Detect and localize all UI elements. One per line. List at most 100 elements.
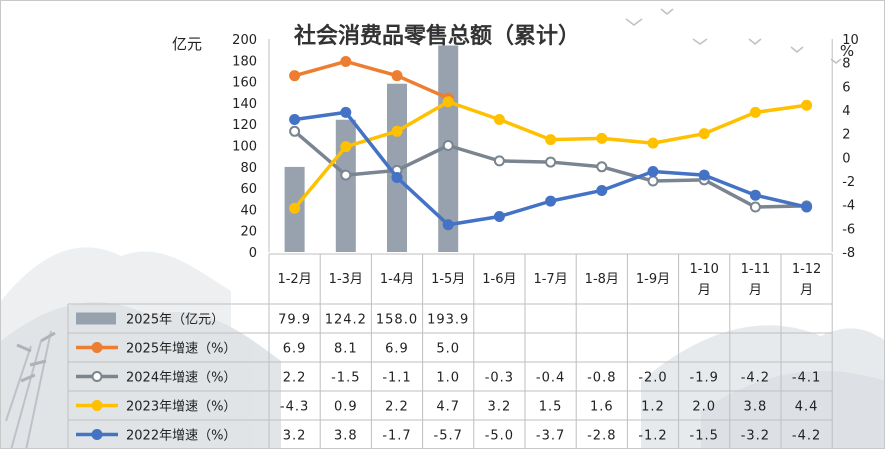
data-point bbox=[340, 141, 352, 153]
data-label: 4.7 bbox=[436, 400, 460, 415]
data-label: -3.7 bbox=[536, 429, 565, 444]
series-line bbox=[294, 59, 449, 100]
data-label: -0.8 bbox=[587, 371, 616, 386]
data-point bbox=[749, 201, 761, 213]
category-label: 1-4月 bbox=[380, 272, 414, 287]
data-point bbox=[801, 201, 813, 213]
left-tick-label: 60 bbox=[240, 182, 257, 197]
data-label: 193.9 bbox=[427, 313, 469, 328]
series-line bbox=[294, 110, 807, 227]
category-label: 月 bbox=[800, 283, 813, 298]
landscape-decoration bbox=[1, 8, 884, 448]
data-point bbox=[391, 125, 403, 137]
legend-marker bbox=[91, 371, 103, 382]
data-point bbox=[596, 184, 608, 196]
legend-marker bbox=[91, 342, 103, 353]
data-label: 0.9 bbox=[334, 400, 358, 415]
category-label: 1-9月 bbox=[636, 272, 670, 287]
data-label: 1.0 bbox=[436, 371, 460, 386]
chart-title: 社会消费品零售总额（累计） bbox=[294, 23, 580, 49]
left-tick-label: 0 bbox=[249, 246, 257, 261]
data-point bbox=[596, 132, 608, 144]
category-label: 1-6月 bbox=[482, 272, 516, 287]
right-tick-label: -8 bbox=[842, 246, 855, 261]
legend-label: 2022年增速（%） bbox=[126, 429, 236, 444]
legend-key bbox=[76, 312, 116, 325]
data-point bbox=[340, 106, 352, 118]
data-label: -4.1 bbox=[792, 371, 821, 386]
left-tick-label: 80 bbox=[240, 161, 257, 176]
data-label: 158.0 bbox=[376, 313, 418, 328]
right-tick-label: 10 bbox=[842, 33, 859, 48]
data-label: 4.4 bbox=[795, 400, 819, 415]
data-point bbox=[749, 189, 761, 201]
category-label: 1-8月 bbox=[585, 272, 619, 287]
data-label: -0.3 bbox=[485, 371, 514, 386]
data-label: -1.7 bbox=[382, 429, 411, 444]
data-label: -5.0 bbox=[485, 429, 514, 444]
data-label: 5.0 bbox=[436, 342, 460, 357]
data-label: -4.3 bbox=[280, 400, 309, 415]
data-point bbox=[391, 70, 403, 82]
data-point bbox=[545, 134, 557, 146]
data-label: 79.9 bbox=[278, 313, 311, 328]
data-label: 2.0 bbox=[692, 400, 716, 415]
data-point bbox=[545, 195, 557, 207]
right-tick-label: 2 bbox=[842, 128, 850, 143]
data-point bbox=[493, 155, 505, 167]
data-label: 3.8 bbox=[744, 400, 768, 415]
data-label: 124.2 bbox=[325, 313, 367, 328]
right-tick-label: -4 bbox=[842, 199, 855, 214]
legend-marker bbox=[91, 429, 103, 440]
data-label: -4.2 bbox=[741, 371, 770, 386]
data-label: -3.2 bbox=[741, 429, 770, 444]
data-label: -0.4 bbox=[536, 371, 565, 386]
right-tick-label: 0 bbox=[842, 151, 850, 166]
data-point bbox=[493, 113, 505, 125]
data-label: 8.1 bbox=[334, 342, 358, 357]
data-label: -1.5 bbox=[331, 371, 360, 386]
category-label: 月 bbox=[749, 283, 762, 298]
data-point bbox=[391, 171, 403, 183]
data-label: 6.9 bbox=[283, 342, 307, 357]
data-point bbox=[289, 113, 301, 125]
right-tick-label: -2 bbox=[842, 175, 855, 190]
left-tick-label: 120 bbox=[232, 118, 257, 133]
category-label: 1-7月 bbox=[533, 272, 567, 287]
data-point bbox=[647, 175, 659, 187]
data-point bbox=[647, 137, 659, 149]
legend-label: 2024年增速（%） bbox=[126, 371, 236, 386]
data-label: 1.5 bbox=[539, 400, 563, 415]
legend-marker bbox=[91, 400, 103, 411]
data-point bbox=[801, 99, 813, 111]
data-point bbox=[289, 125, 301, 137]
data-point bbox=[647, 166, 659, 178]
category-label: 1-2月 bbox=[277, 272, 311, 287]
left-tick-label: 200 bbox=[232, 33, 257, 48]
data-point bbox=[442, 96, 454, 108]
data-label: 3.2 bbox=[283, 429, 307, 444]
category-label: 1-12 bbox=[792, 262, 822, 277]
data-label: 1.2 bbox=[641, 400, 665, 415]
left-tick-label: 140 bbox=[232, 97, 257, 112]
left-tick-label: 20 bbox=[240, 225, 257, 240]
data-label: 6.9 bbox=[385, 342, 409, 357]
data-label: -4.2 bbox=[792, 429, 821, 444]
data-label: 3.8 bbox=[334, 429, 358, 444]
data-label: -1.9 bbox=[690, 371, 719, 386]
data-label: -1.1 bbox=[382, 371, 411, 386]
data-point bbox=[289, 70, 301, 82]
data-table: 1-2月 1-3月 1-4月 1-5月 1-6月 1-7月 1-8月 1-9月 1-10 月 1-1… bbox=[67, 253, 833, 448]
data-label: -2.0 bbox=[638, 371, 667, 386]
category-label: 1-3月 bbox=[329, 272, 363, 287]
data-point bbox=[545, 156, 557, 168]
data-point bbox=[289, 202, 301, 214]
left-tick-label: 100 bbox=[232, 140, 257, 155]
data-point bbox=[442, 140, 454, 151]
category-label: 1-10 bbox=[689, 262, 719, 277]
bar bbox=[335, 119, 356, 253]
left-tick-label: 40 bbox=[240, 203, 257, 218]
data-label: 1.6 bbox=[590, 400, 614, 415]
